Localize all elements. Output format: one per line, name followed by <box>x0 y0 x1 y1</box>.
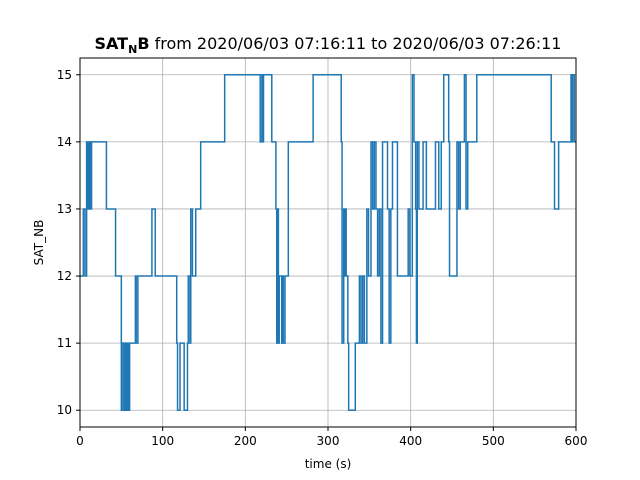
x-axis-label: time (s) <box>305 457 352 471</box>
y-tick-label: 10 <box>57 403 72 417</box>
x-tick-label: 200 <box>234 434 257 448</box>
chart-title: SATNB from 2020/06/03 07:16:11 to 2020/0… <box>95 34 562 56</box>
y-axis-label: SAT_NB <box>32 220 46 266</box>
x-tick-label: 400 <box>399 434 422 448</box>
y-tick-label: 14 <box>57 135 72 149</box>
series-layer <box>80 74 576 411</box>
y-tick-label: 15 <box>57 68 72 82</box>
series-line <box>80 74 576 411</box>
y-tick-label: 12 <box>57 269 72 283</box>
y-tick-label: 13 <box>57 202 72 216</box>
x-axis-ticks: 0 100 200 300 400 500 600 <box>76 427 587 448</box>
x-tick-label: 600 <box>565 434 588 448</box>
x-tick-label: 100 <box>151 434 174 448</box>
y-tick-label: 11 <box>57 336 72 350</box>
x-tick-label: 300 <box>317 434 340 448</box>
x-tick-label: 0 <box>76 434 84 448</box>
y-axis-ticks: 10 11 12 13 14 15 <box>57 68 80 417</box>
x-tick-label: 500 <box>482 434 505 448</box>
